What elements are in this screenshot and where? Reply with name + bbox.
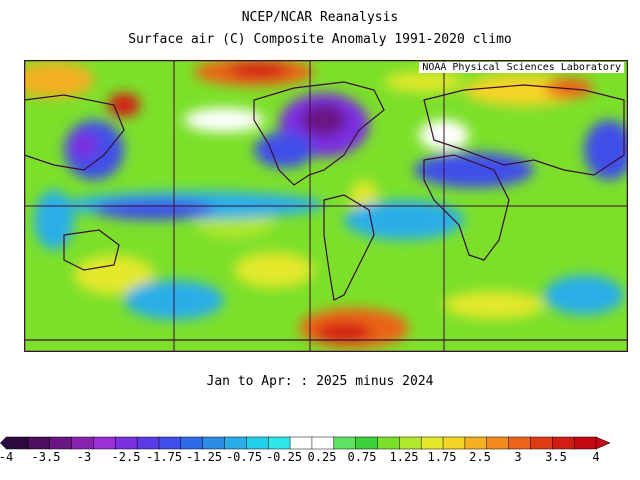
colorbar-tick-label: 1.25 [389, 450, 419, 464]
colorbar-swatch [573, 436, 597, 450]
colorbar-tick-label: 0.75 [347, 450, 377, 464]
colorbar-swatch [93, 436, 117, 450]
colorbar-swatch [49, 436, 73, 450]
colorbar-tick-label: 0.25 [307, 450, 337, 464]
colorbar-tick-label: 3 [514, 450, 522, 464]
south-america-outline [323, 194, 375, 301]
land-outlines [24, 81, 628, 341]
colorbar-swatch [486, 436, 510, 450]
anomaly-map: NOAA Physical Sciences Laboratory [24, 60, 628, 352]
colorbar-swatch [5, 436, 29, 450]
south-pacific-warm [234, 252, 314, 288]
map-frame [24, 60, 628, 352]
colorbar-swatch [311, 436, 335, 450]
map-grid [24, 60, 628, 352]
colorbar-swatch [158, 436, 182, 450]
siberia-warm-anomaly [24, 62, 94, 98]
colorbar-swatch [377, 436, 401, 450]
colorbar-tick-label: -0.25 [265, 450, 303, 464]
colorbar-tick-label: -2.5 [111, 450, 141, 464]
anomaly-map-canvas [24, 60, 628, 352]
colorbar-swatch [180, 436, 204, 450]
north-atlantic-warm [384, 72, 464, 92]
map-title: NCEP/NCAR Reanalysis [241, 10, 399, 25]
australia-outline [63, 229, 120, 271]
asia-left-outline [24, 94, 125, 171]
eurasia-outline [423, 84, 625, 176]
colorbar-tick-label: 2.5 [469, 450, 491, 464]
credit-label: NOAA Physical Sciences Laboratory [419, 62, 624, 73]
colorbar-swatch [530, 436, 554, 450]
central-pacific-cool [94, 200, 214, 220]
africa-outline [423, 154, 510, 261]
colorbar-tick-label: -3 [76, 450, 92, 464]
tasman-warm [74, 255, 154, 295]
colorbar-swatch [552, 436, 575, 450]
east-asia-cold-core [70, 131, 98, 159]
colorbar-swatch [115, 436, 138, 450]
colorbar-swatch [202, 436, 226, 450]
colorbar-right-arrow [595, 436, 611, 450]
period-label: Jan to Apr: : 2025 minus 2024 [206, 374, 434, 389]
colorbar-tick-label: -1.75 [145, 450, 183, 464]
colorbar-swatch [289, 436, 313, 450]
colorbar-tick-label: 4 [592, 450, 600, 464]
east-asia-cool-right [584, 120, 628, 180]
antarctic-hot-core [316, 322, 372, 342]
colorbar-tick-label: -3.5 [31, 450, 61, 464]
atlantic-cool [344, 200, 464, 240]
colorbar-tick-label: 3.5 [545, 450, 567, 464]
north-america-outline [253, 81, 385, 186]
colorbar-swatch [71, 436, 95, 450]
colorbar-swatch [355, 436, 379, 450]
colorbar-swatch [224, 436, 248, 450]
colorbar-tick-label: 1.75 [427, 450, 457, 464]
colorbar-swatch [267, 436, 291, 450]
colorbar-swatch [442, 436, 466, 450]
central-asia-hot [545, 78, 593, 98]
us-cool [254, 132, 314, 168]
colorbar-tick-label: -0.75 [225, 450, 263, 464]
north-pacific-neutral [184, 108, 264, 132]
colorbar-swatch [399, 436, 422, 450]
south-indian-cool [544, 275, 624, 315]
south-indian-warm [444, 291, 544, 319]
colorbar [0, 436, 611, 450]
colorbar-tick-label: -1.25 [185, 450, 223, 464]
mideast-cool [414, 152, 534, 188]
colorbar-swatch [508, 436, 532, 450]
colorbar-swatch [246, 436, 269, 450]
colorbar-swatch [136, 436, 160, 450]
colorbar-left-arrow [0, 437, 6, 449]
colorbar-tick-label: -4 [0, 450, 14, 464]
colorbar-swatch [420, 436, 444, 450]
colorbar-swatch [27, 436, 51, 450]
hudson-cold-core [302, 104, 346, 136]
map-subtitle: Surface air (C) Composite Anomaly 1991-2… [128, 32, 512, 47]
arctic-hot-core [229, 62, 289, 78]
colorbar-swatch [333, 436, 357, 450]
colorbar-swatch [464, 436, 488, 450]
indian-ocean-cool [34, 190, 74, 250]
